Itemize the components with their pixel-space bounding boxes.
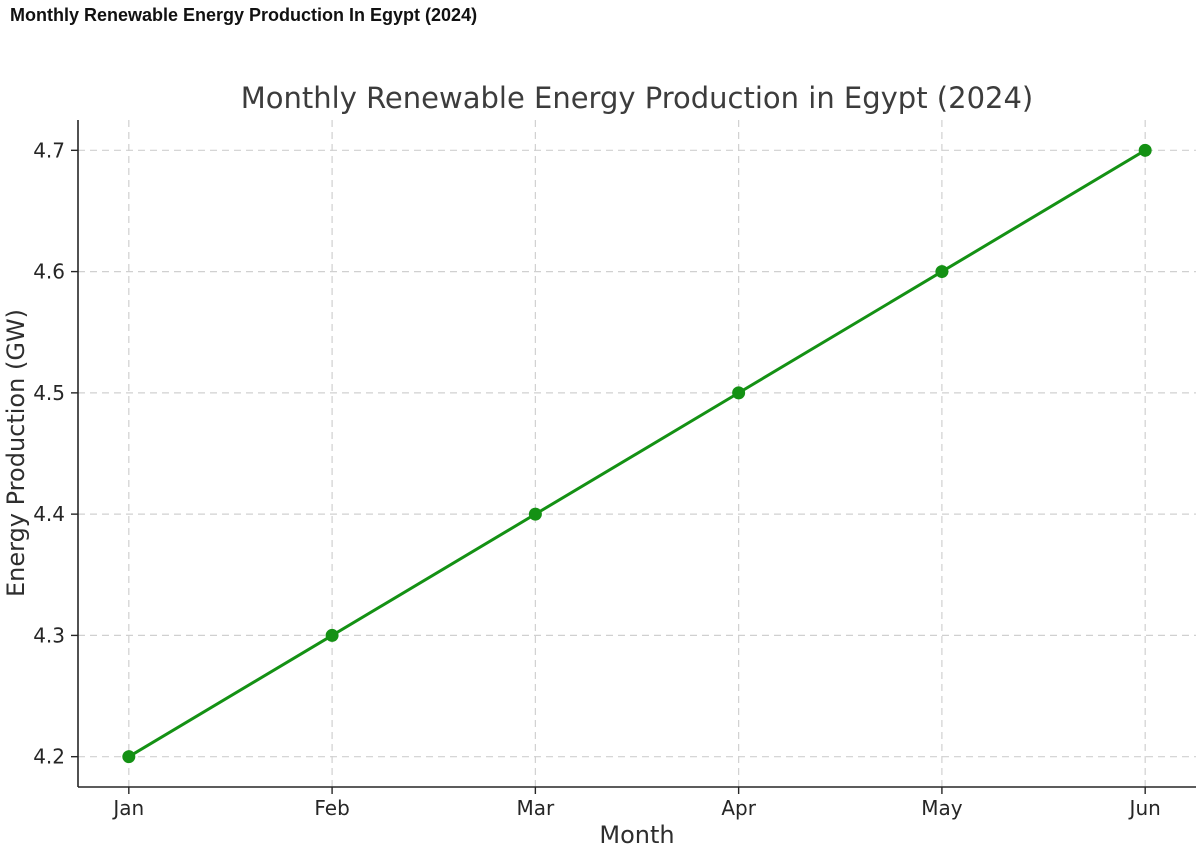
data-point-marker [935, 265, 949, 279]
data-point-marker [732, 386, 746, 400]
data-point-marker [1138, 143, 1152, 157]
y-tick-label: 4.5 [33, 381, 65, 405]
x-tick-label: May [921, 796, 963, 820]
window-title: Monthly Renewable Energy Production In E… [10, 5, 478, 25]
data-point-marker [325, 628, 339, 642]
x-tick-label: Mar [516, 796, 555, 820]
axes-layer [71, 120, 1196, 794]
data-point-marker [528, 507, 542, 521]
x-tick-label: Jun [1128, 796, 1161, 820]
y-tick-label: 4.2 [33, 745, 65, 769]
x-tick-label: Apr [721, 796, 756, 820]
y-tick-label: 4.7 [33, 138, 65, 162]
data-point-marker [122, 750, 136, 764]
y-tick-label: 4.3 [33, 623, 65, 647]
tick-label-layer: 4.2 4.3 4.4 4.5 4.6 4.7 Jan Feb Mar Apr May Jun [33, 138, 1161, 820]
y-axis-label: Energy Production (GW) [2, 309, 30, 597]
series-line [127, 148, 1147, 759]
series-layer [122, 143, 1152, 764]
y-tick-label: 4.6 [33, 260, 65, 284]
x-axis-label: Month [599, 821, 674, 849]
x-tick-label: Feb [314, 796, 349, 820]
chart-title: Monthly Renewable Energy Production in E… [241, 81, 1034, 115]
y-tick-label: 4.4 [33, 502, 65, 526]
grid-layer [78, 120, 1196, 787]
x-tick-label: Jan [111, 796, 144, 820]
